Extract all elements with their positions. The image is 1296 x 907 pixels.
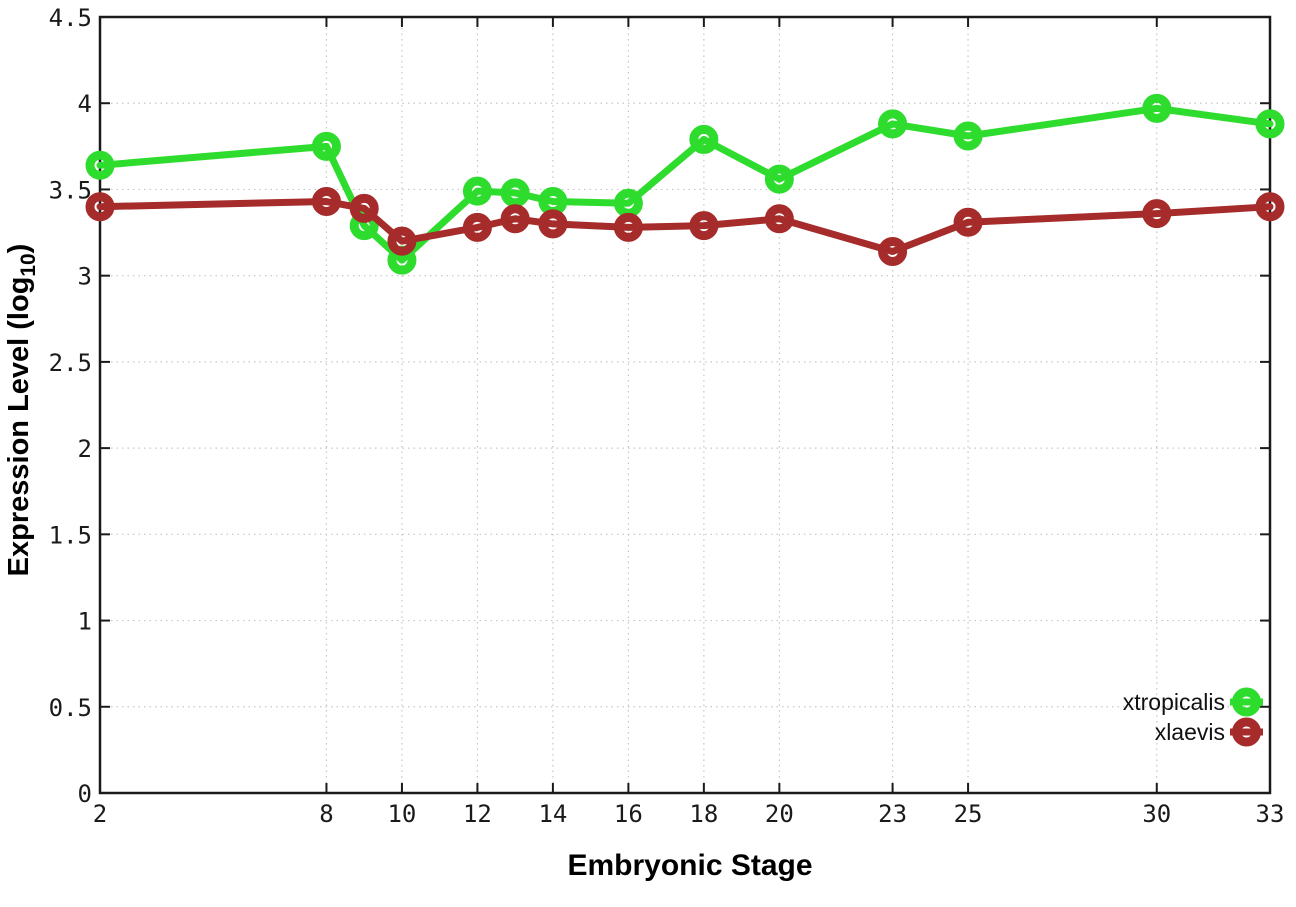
data-point-xtropicalis-stage-8 xyxy=(311,131,341,161)
y-axis-title: Expression Level (log10) xyxy=(3,244,41,577)
series-line-xlaevis xyxy=(96,198,1274,256)
data-point-xlaevis-stage-30 xyxy=(1142,199,1172,229)
plot-border xyxy=(98,15,1272,795)
y-tick-label: 0 xyxy=(78,780,92,808)
x-tick-label: 20 xyxy=(765,800,794,828)
y-axis-title-text: Expression Level (log xyxy=(3,276,36,577)
x-tick-label: 8 xyxy=(319,800,333,828)
x-tick-label: 14 xyxy=(538,800,567,828)
data-point-xtropicalis-stage-13 xyxy=(500,178,530,208)
data-point-xlaevis-stage-2 xyxy=(85,192,115,222)
y-tick-label: 1 xyxy=(78,608,92,636)
legend-marker-xlaevis xyxy=(1232,717,1261,747)
data-point-xlaevis-stage-14 xyxy=(538,209,568,239)
data-point-xlaevis-stage-8 xyxy=(311,187,341,217)
data-point-xlaevis-stage-9 xyxy=(349,193,379,223)
x-tick-label: 33 xyxy=(1256,800,1285,828)
legend-label-xlaevis: xlaevis xyxy=(1155,719,1225,745)
x-tick-label: 10 xyxy=(387,800,416,828)
data-point-xlaevis-stage-10 xyxy=(387,226,417,256)
x-axis-title: Embryonic Stage xyxy=(567,849,813,882)
data-point-xtropicalis-stage-23 xyxy=(878,109,908,139)
legend-label-xtropicalis: xtropicalis xyxy=(1123,689,1225,715)
y-tick-label: 3.5 xyxy=(49,176,92,204)
data-point-xlaevis-stage-12 xyxy=(462,212,492,242)
data-point-xlaevis-stage-13 xyxy=(500,204,530,234)
data-point-xlaevis-stage-25 xyxy=(953,207,983,237)
x-tick-label: 2 xyxy=(93,800,107,828)
data-point-xlaevis-stage-20 xyxy=(764,204,794,234)
y-tick-label: 4.5 xyxy=(49,4,92,32)
y-tick-label: 0.5 xyxy=(49,694,92,722)
data-point-xlaevis-stage-16 xyxy=(613,212,643,242)
data-point-xtropicalis-stage-30 xyxy=(1142,93,1172,123)
data-point-xtropicalis-stage-33 xyxy=(1255,109,1285,139)
legend-marker-xtropicalis xyxy=(1232,687,1261,717)
series-line-xtropicalis xyxy=(96,104,1274,264)
data-point-xlaevis-stage-23 xyxy=(878,237,908,267)
data-point-xtropicalis-stage-12 xyxy=(462,176,492,206)
x-tick-label: 25 xyxy=(954,800,983,828)
y-tick-label: 2 xyxy=(78,435,92,463)
y-axis-title-subscript: 10 xyxy=(16,253,40,277)
y-axis-title-suffix: ) xyxy=(3,243,36,254)
data-point-xtropicalis-stage-20 xyxy=(764,164,794,194)
y-tick-label: 3 xyxy=(78,263,92,291)
x-tick-label: 12 xyxy=(463,800,492,828)
data-point-xtropicalis-stage-25 xyxy=(953,121,983,151)
y-tick-label: 2.5 xyxy=(49,349,92,377)
data-point-xlaevis-stage-18 xyxy=(689,211,719,241)
y-tick-label: 4 xyxy=(78,90,92,118)
y-tick-label: 1.5 xyxy=(49,521,92,549)
x-tick-label: 18 xyxy=(689,800,718,828)
x-tick-label: 16 xyxy=(614,800,643,828)
x-tick-label: 23 xyxy=(878,800,907,828)
data-point-xtropicalis-stage-2 xyxy=(85,150,115,180)
data-point-xlaevis-stage-33 xyxy=(1255,192,1285,222)
x-tick-label: 30 xyxy=(1142,800,1171,828)
data-point-xtropicalis-stage-18 xyxy=(689,124,719,154)
